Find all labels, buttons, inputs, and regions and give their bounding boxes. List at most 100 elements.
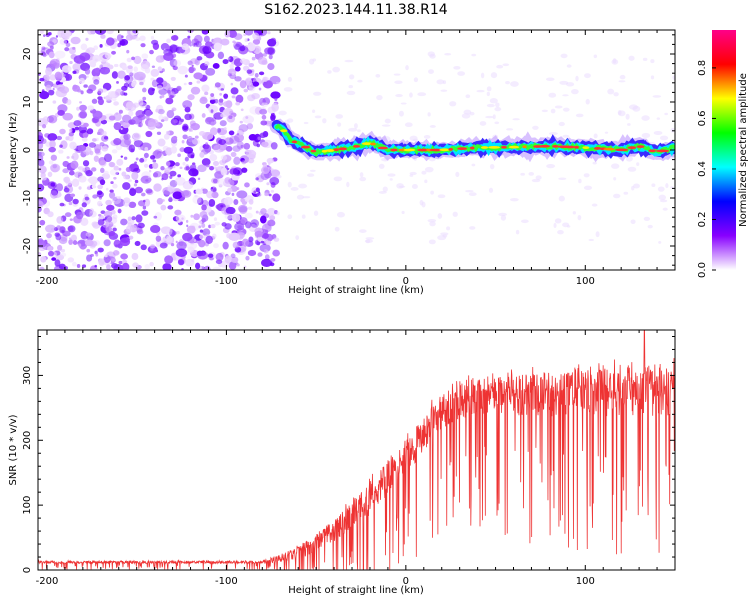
noise-blob	[173, 59, 182, 67]
faint-blob	[421, 201, 426, 208]
noise-blob	[122, 199, 130, 207]
noise-blob	[54, 50, 66, 59]
noise-blob	[122, 114, 132, 123]
noise-blob	[262, 53, 267, 57]
faint-blob	[378, 163, 385, 169]
y-tick-label: -10	[22, 190, 33, 206]
noise-blob	[50, 228, 54, 231]
noise-blob	[117, 70, 126, 79]
noise-blob	[149, 244, 156, 249]
faint-blob	[276, 211, 280, 216]
noise-blob	[177, 174, 182, 178]
faint-blob	[413, 77, 419, 83]
noise-blob	[105, 221, 114, 228]
noise-blob	[170, 242, 175, 247]
snr-ylabel: SNR (10 * v/v)	[8, 414, 19, 485]
noise-blob	[218, 100, 224, 106]
noise-blob	[247, 249, 257, 257]
colorbar-ticks: 0.0 0.2 0.4 0.6 0.8	[697, 60, 716, 278]
faint-blob	[566, 225, 571, 228]
noise-blob	[65, 136, 70, 141]
noise-blob	[94, 148, 101, 154]
noise-blob	[213, 243, 219, 249]
noise-blob	[195, 262, 201, 270]
noise-blob	[126, 57, 132, 63]
faint-blob	[446, 226, 451, 231]
noise-blob	[141, 87, 147, 93]
noise-blob	[144, 264, 151, 270]
noise-blob	[120, 155, 124, 158]
faint-blob	[498, 212, 507, 217]
noise-blob	[92, 194, 98, 199]
noise-blob	[146, 189, 154, 196]
noise-blob	[113, 112, 122, 121]
noise-blob	[243, 142, 251, 150]
faint-blob	[344, 59, 354, 63]
noise-blob	[80, 90, 84, 95]
faint-blob	[510, 198, 519, 202]
faint-blob	[628, 55, 635, 61]
noise-blob	[224, 223, 232, 230]
noise-blob	[177, 258, 185, 266]
noise-blob	[270, 168, 274, 171]
noise-blob	[229, 73, 237, 80]
noise-blob	[156, 77, 164, 84]
faint-blob	[636, 162, 640, 166]
noise-blob	[47, 41, 55, 47]
noise-blob	[252, 39, 261, 45]
noise-blob	[54, 232, 60, 237]
noise-blob	[220, 88, 225, 91]
noise-blob	[153, 171, 162, 178]
noise-blob	[213, 166, 218, 170]
faint-blob	[296, 194, 304, 200]
faint-blob	[643, 216, 651, 222]
faint-blob	[627, 166, 637, 172]
y-tick-label: 300	[22, 366, 33, 385]
noise-blob	[182, 100, 193, 109]
noise-blob	[177, 65, 188, 75]
noise-blob	[145, 104, 151, 110]
noise-blob	[223, 197, 233, 206]
noise-blob	[199, 234, 204, 240]
faint-blob	[492, 114, 496, 120]
noise-blob	[55, 183, 64, 192]
noise-blob	[270, 37, 276, 43]
noise-blob	[259, 243, 271, 253]
noise-blob	[79, 110, 88, 119]
noise-blob	[122, 121, 130, 129]
noise-blob	[259, 108, 268, 115]
noise-blob	[98, 258, 105, 266]
faint-blob	[548, 132, 558, 136]
noise-blob	[68, 132, 74, 137]
noise-blob	[99, 160, 107, 167]
faint-blob	[417, 92, 427, 97]
noise-blob	[108, 115, 116, 121]
noise-blob	[113, 239, 121, 248]
faint-blob	[429, 221, 436, 227]
noise-blob	[260, 120, 268, 126]
faint-blob	[313, 91, 322, 96]
noise-blob	[101, 145, 109, 152]
faint-blob	[381, 124, 391, 127]
noise-blob	[69, 128, 73, 133]
signal-peak	[448, 147, 454, 151]
faint-blob	[659, 135, 669, 141]
noise-blob	[83, 122, 89, 128]
faint-blob	[583, 185, 593, 190]
noise-blob	[150, 225, 161, 234]
noise-blob	[86, 248, 91, 253]
noise-blob	[100, 167, 105, 174]
noise-blob	[41, 46, 46, 50]
noise-blob	[272, 193, 281, 202]
noise-blob	[225, 206, 236, 215]
faint-blob	[495, 102, 500, 108]
noise-blob	[45, 84, 52, 92]
faint-blob	[548, 92, 557, 98]
noise-blob	[141, 210, 149, 216]
faint-blob	[496, 64, 504, 69]
noise-blob	[193, 239, 197, 243]
noise-blob	[145, 188, 153, 194]
noise-blob	[192, 195, 202, 204]
noise-blob	[131, 56, 136, 61]
noise-blob	[254, 230, 263, 238]
